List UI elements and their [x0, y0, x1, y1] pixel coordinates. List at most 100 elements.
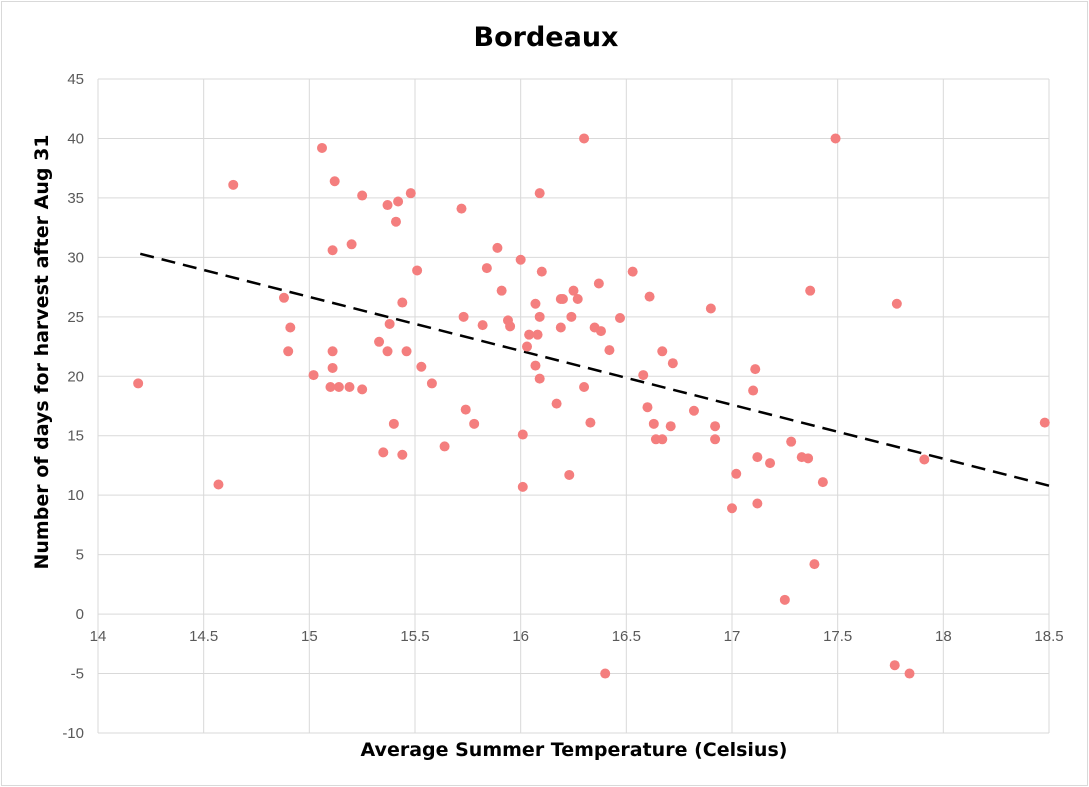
data-point: [405, 188, 416, 199]
data-point: [657, 434, 668, 445]
data-point: [809, 559, 820, 570]
x-tick-label: 14.5: [189, 628, 218, 645]
data-point: [327, 245, 338, 256]
data-points: [133, 133, 1050, 679]
data-point: [492, 242, 503, 253]
x-tick-label: 15.5: [400, 628, 429, 645]
data-point: [817, 477, 828, 488]
data-point: [665, 421, 676, 432]
data-point: [458, 311, 469, 322]
data-point: [614, 313, 625, 324]
data-point: [551, 398, 562, 409]
data-point: [731, 468, 742, 479]
y-tick-label: 15: [67, 428, 84, 445]
data-point: [648, 418, 659, 429]
data-point: [374, 336, 385, 347]
data-point: [786, 436, 797, 447]
data-point: [530, 298, 541, 309]
data-point: [705, 303, 716, 314]
data-point: [344, 381, 355, 392]
data-point: [891, 298, 902, 309]
data-point: [228, 179, 239, 190]
data-point: [536, 266, 547, 277]
data-point: [283, 346, 294, 357]
data-point: [333, 381, 344, 392]
data-point: [426, 378, 437, 389]
y-tick-label: 45: [67, 71, 84, 88]
grid-layer: [97, 78, 1050, 734]
data-point: [752, 452, 763, 463]
data-point: [505, 321, 516, 332]
data-point: [460, 404, 471, 415]
data-point: [1039, 417, 1050, 428]
data-point: [522, 341, 533, 352]
data-point: [710, 434, 721, 445]
data-point: [572, 293, 583, 304]
y-tick-label: 0: [76, 606, 84, 623]
data-point: [357, 384, 368, 395]
trendline-layer: [139, 252, 1050, 487]
x-tick-labels: 14 14.5 15 15.5 16 16.5 17 17.5 18 18.5: [90, 628, 1064, 645]
x-tick-label: 18.5: [1034, 628, 1063, 645]
y-tick-label: 10: [67, 487, 84, 504]
y-tick-label: 30: [67, 249, 84, 266]
y-tick-labels: -10 -5 0 5 10 15 20 25 30 35 40 45: [62, 71, 84, 742]
x-tick-label: 15: [301, 628, 318, 645]
data-point: [752, 498, 763, 509]
data-point: [627, 266, 638, 277]
y-tick-label: 5: [76, 547, 84, 564]
x-tick-label: 17.5: [823, 628, 852, 645]
data-point: [308, 370, 319, 381]
y-tick-label: -5: [71, 666, 84, 683]
data-point: [382, 200, 393, 211]
data-point: [638, 370, 649, 381]
data-point: [534, 373, 545, 384]
x-tick-label: 16.5: [612, 628, 641, 645]
data-point: [524, 329, 535, 340]
y-tick-label: 20: [67, 368, 84, 385]
data-point: [779, 594, 790, 605]
data-point: [327, 362, 338, 373]
data-point: [750, 364, 761, 375]
data-point: [397, 449, 408, 460]
data-point: [688, 405, 699, 416]
data-point: [285, 322, 296, 333]
data-point: [439, 441, 450, 452]
data-point: [579, 133, 590, 144]
data-point: [133, 378, 144, 389]
data-point: [644, 291, 655, 302]
data-point: [803, 453, 814, 464]
data-point: [357, 190, 368, 201]
data-point: [384, 318, 395, 329]
data-point: [317, 142, 328, 153]
data-point: [416, 361, 427, 372]
data-point: [585, 417, 596, 428]
data-point: [805, 285, 816, 296]
data-point: [593, 278, 604, 289]
data-point: [278, 292, 289, 303]
data-point: [325, 381, 336, 392]
data-point: [600, 668, 611, 679]
data-point: [667, 358, 678, 369]
data-point: [456, 203, 467, 214]
data-point: [412, 265, 423, 276]
data-point: [830, 133, 841, 144]
y-tick-label: -10: [62, 725, 84, 742]
data-point: [213, 479, 224, 490]
x-axis-title: Average Summer Temperature (Celsius): [361, 739, 788, 761]
data-point: [496, 285, 507, 296]
x-tick-label: 18: [935, 628, 952, 645]
data-point: [765, 458, 776, 469]
data-point: [642, 402, 653, 413]
data-point: [469, 418, 480, 429]
data-point: [657, 346, 668, 357]
data-point: [388, 418, 399, 429]
data-point: [727, 503, 737, 514]
data-point: [564, 469, 575, 480]
data-point: [748, 385, 759, 396]
trendline: [139, 252, 1050, 487]
data-point: [532, 329, 543, 340]
data-point: [477, 320, 488, 331]
